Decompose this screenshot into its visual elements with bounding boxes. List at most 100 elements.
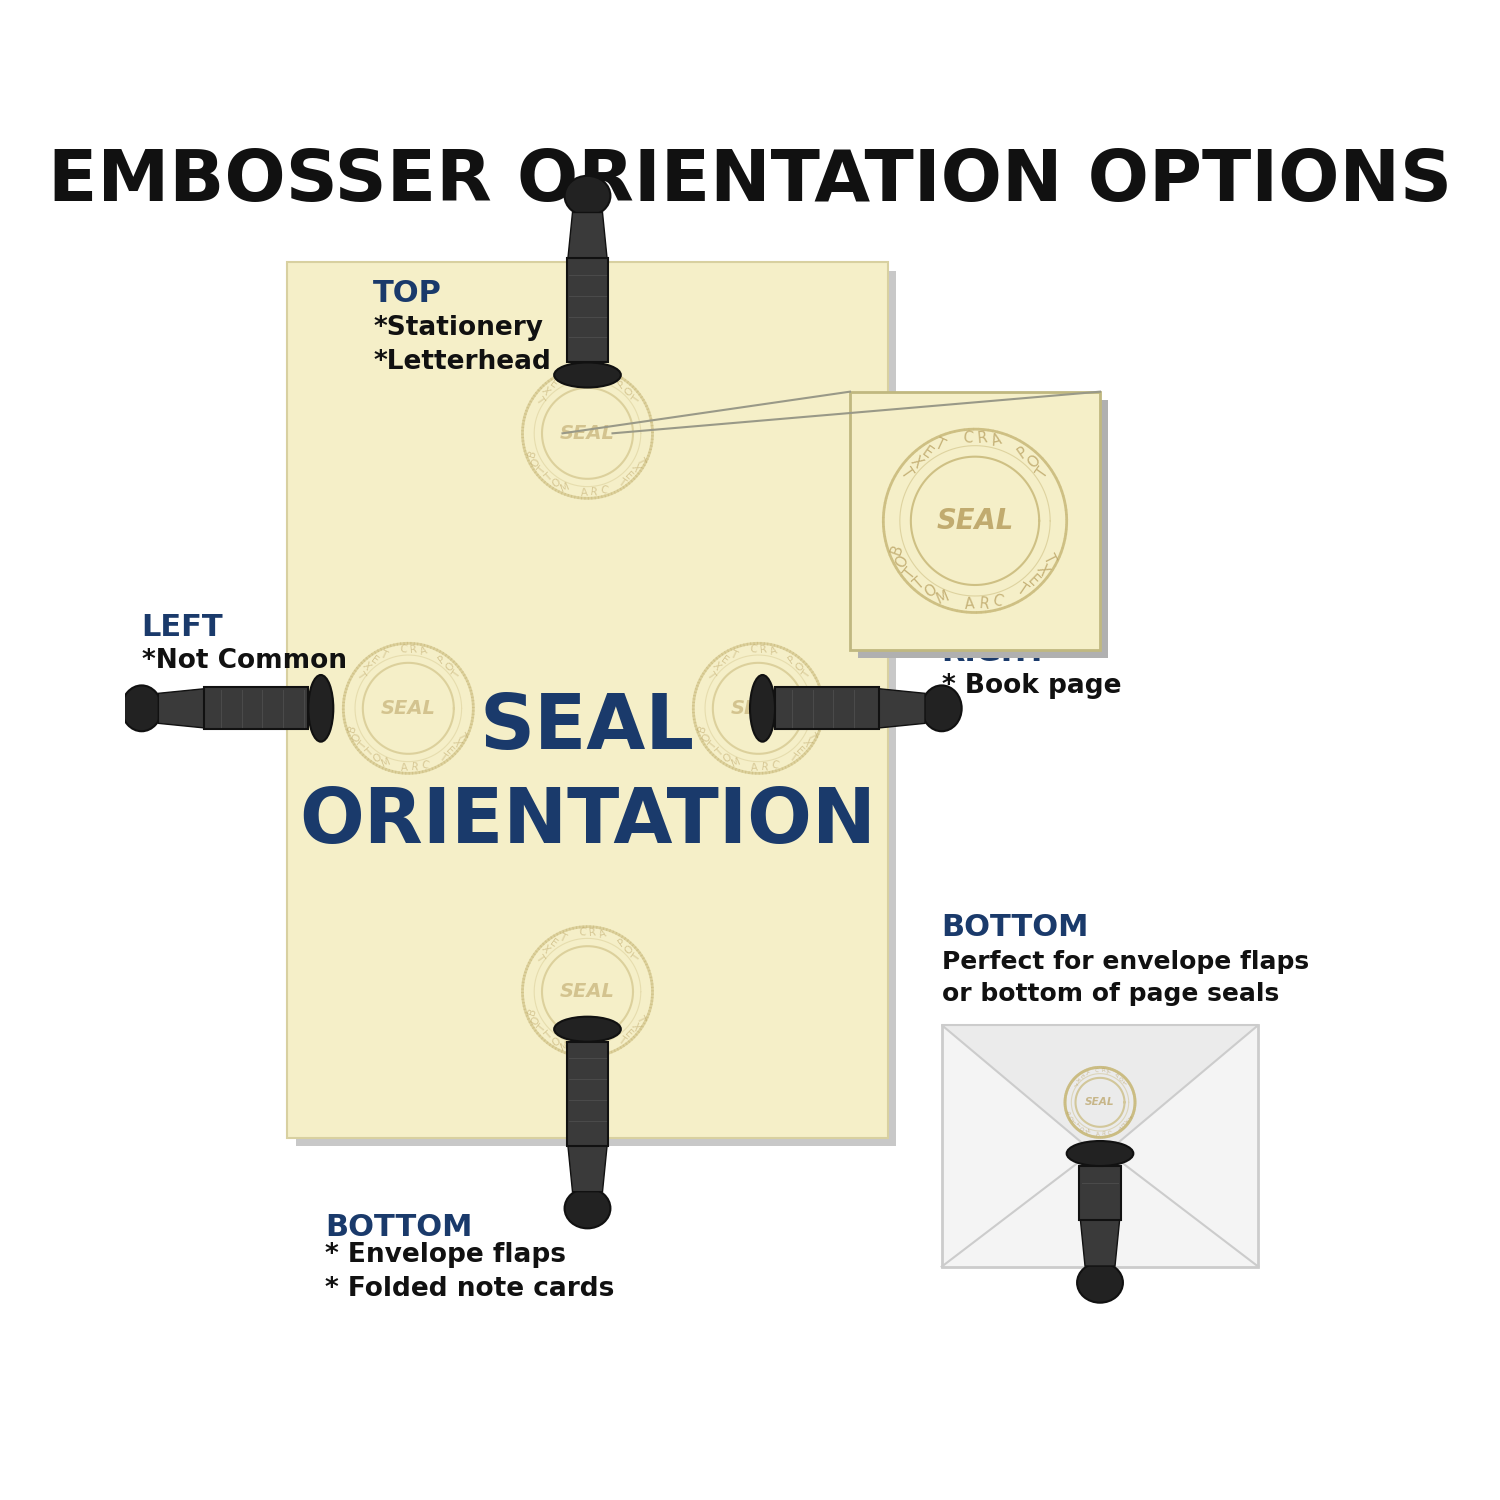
Ellipse shape [564,176,610,216]
Text: SEAL: SEAL [560,982,615,1000]
Text: E: E [622,470,634,482]
Text: O: O [1024,453,1044,471]
Text: T: T [454,730,466,740]
Text: P: P [616,380,627,392]
Bar [204,687,309,729]
Polygon shape [567,213,608,262]
Text: T: T [634,1014,646,1023]
Text: T: T [1041,552,1058,566]
Text: O: O [892,554,912,570]
Text: E: E [920,444,934,460]
Text: B: B [526,448,538,459]
Text: B: B [526,1007,538,1017]
Text: X: X [1074,1077,1080,1083]
Bar [567,258,609,363]
Ellipse shape [921,686,962,730]
Text: X: X [908,453,926,471]
Text: T: T [902,566,920,582]
Text: M: M [1084,1128,1090,1136]
Text: M: M [380,756,392,770]
Ellipse shape [564,1188,610,1228]
Text: TOP: TOP [374,279,442,309]
Text: O: O [550,1035,562,1048]
Text: X: X [1122,1119,1128,1125]
Text: BOTTOM: BOTTOM [326,1212,472,1242]
Text: X: X [800,738,812,750]
Text: O: O [1119,1077,1126,1083]
Text: T: T [1072,1119,1078,1125]
Text: A: A [580,1046,588,1056]
Polygon shape [942,1024,1258,1158]
Text: Perfect for envelope flaps
or bottom of page seals: Perfect for envelope flaps or bottom of … [942,950,1310,1005]
Text: T: T [898,465,915,482]
Text: E: E [369,654,380,666]
Text: O: O [622,944,636,957]
Text: M: M [729,756,741,770]
Text: C: C [399,644,406,654]
Text: R: R [759,644,768,654]
Text: T: T [714,747,724,759]
Text: P: P [1116,1074,1120,1078]
Text: O: O [550,477,562,490]
Text: B: B [888,542,906,556]
Ellipse shape [1077,1263,1124,1302]
Bar [858,400,1108,658]
Text: A: A [1106,1068,1110,1074]
Text: T: T [912,574,928,592]
Text: E: E [444,746,454,756]
Text: O: O [444,660,456,674]
Text: SEAL: SEAL [381,699,436,718]
Text: A: A [419,645,429,657]
Text: X: X [628,1022,640,1032]
Text: B: B [1066,1110,1072,1116]
Text: T: T [1125,1114,1131,1119]
Text: X: X [540,386,552,398]
Bar [288,262,888,1137]
Polygon shape [567,1142,608,1191]
Text: O: O [370,752,382,765]
Text: C: C [748,644,758,654]
Text: T: T [615,476,627,488]
Text: T: T [536,465,548,476]
Text: C: C [579,927,586,938]
Text: P: P [436,654,447,666]
Text: O: O [922,582,939,602]
Text: R: R [976,430,988,445]
Text: C: C [1095,1068,1100,1074]
Text: R: R [1101,1131,1106,1137]
Text: E: E [1024,573,1041,590]
Bar [850,392,1100,650]
Ellipse shape [554,1017,621,1041]
Text: C: C [420,759,429,771]
Text: R: R [978,596,990,612]
Text: O: O [622,386,636,398]
Text: C: C [598,1042,608,1054]
Text: E: E [1078,1072,1084,1080]
Text: O: O [530,456,543,468]
Text: T: T [1076,1124,1082,1130]
Bar [776,687,879,729]
Text: T: T [532,952,544,963]
Text: A: A [752,762,759,772]
Text: T: T [1071,1082,1077,1088]
Text: E: E [548,938,560,950]
Text: O: O [794,660,807,674]
Text: P: P [788,654,798,666]
Text: P: P [1016,444,1031,460]
Text: T: T [378,650,388,660]
Text: SEAL: SEAL [730,699,786,718]
Polygon shape [874,688,926,729]
Ellipse shape [554,363,621,387]
Text: E: E [718,654,730,666]
Text: P: P [616,938,627,950]
Text: C: C [598,484,608,496]
Text: R: R [760,762,768,772]
Text: T: T [1035,465,1052,482]
Text: RIGHT: RIGHT [942,638,1047,666]
Text: * Book page: * Book page [942,674,1120,699]
Text: T: T [801,669,813,680]
Text: X: X [1034,562,1052,579]
Ellipse shape [309,675,333,741]
Text: O: O [351,732,363,744]
Text: E: E [548,380,560,392]
